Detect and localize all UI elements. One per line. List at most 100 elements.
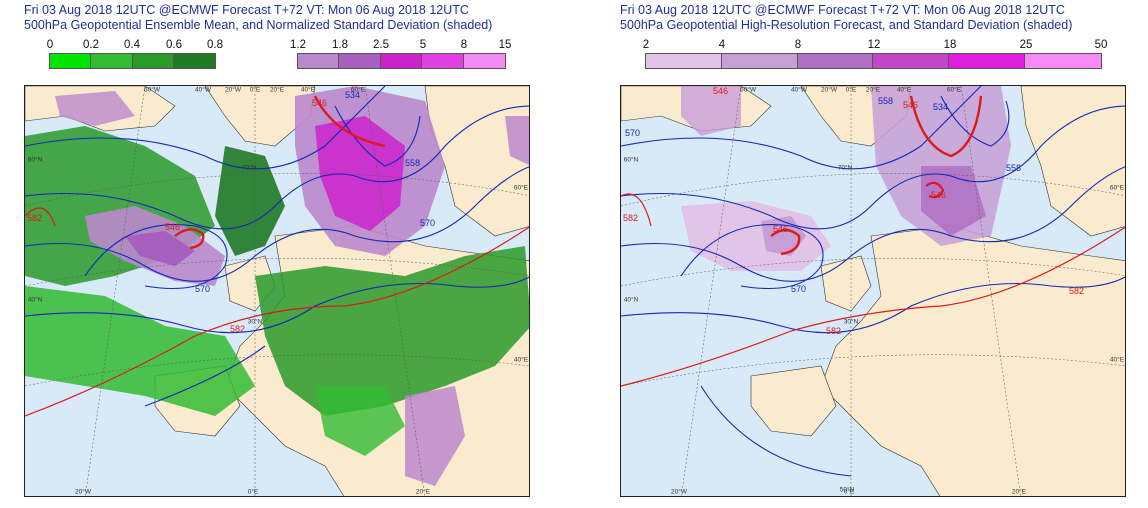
contour-label: 582	[230, 324, 245, 334]
lon-label: 20°W	[75, 488, 91, 496]
contours-red	[621, 95, 1125, 387]
colorbar-tick: 25	[1019, 39, 1033, 51]
contour-label: 558	[1006, 163, 1021, 173]
colorbar-segment	[873, 54, 950, 68]
colorbar-tick: 1.8	[332, 39, 348, 51]
contour-label: 546	[165, 222, 180, 232]
land-layer	[621, 86, 1125, 496]
lon-label: 60°W	[144, 86, 160, 94]
contour-label: 570	[195, 284, 210, 294]
contour-label: 546	[312, 98, 327, 108]
colorbar-tick: 12	[867, 39, 881, 51]
contour-label: 570	[420, 218, 435, 228]
colorbar-tick: 0.4	[124, 39, 140, 51]
colorbar-segment	[422, 54, 464, 68]
colorbar-segment	[91, 54, 133, 68]
colorbar-segment	[50, 54, 92, 68]
colorbar-tick: 0.6	[166, 39, 182, 51]
lat-label: 70°N	[241, 164, 257, 172]
lat-label: 30°N	[247, 318, 263, 326]
panel-title-line2: 500hPa Geopotential High-Resolution Fore…	[620, 18, 1073, 32]
lon-label: 0°E	[249, 86, 261, 94]
colorbar-segment	[298, 54, 340, 68]
colorbar-tick: 4	[718, 39, 726, 51]
lat-label: 50°N	[839, 486, 855, 494]
panel-title-line1: Fri 03 Aug 2018 12UTC @ECMWF Forecast T+…	[24, 3, 469, 17]
colorbar-segment	[797, 54, 874, 68]
colorbar-segment	[132, 54, 174, 68]
lon-label: 40°E	[300, 86, 316, 94]
contours	[25, 86, 529, 407]
colorbar-segment	[646, 54, 722, 68]
contour-label: 582	[623, 213, 638, 223]
contour-label: 582	[1069, 286, 1084, 296]
contour-labels: 546 570 558 534 546 570 582 582	[27, 90, 435, 334]
spread-shading	[25, 126, 529, 456]
lon-label: 0°E	[843, 488, 855, 496]
contour-label: 582	[27, 213, 42, 223]
lat-label: 60°N	[623, 156, 639, 164]
lon-label: 20°E	[269, 86, 285, 94]
contour-label: 570	[625, 128, 640, 138]
contour-label: 546	[931, 190, 946, 200]
contour-label: 534	[345, 90, 360, 100]
colorbar-tick: 1.2	[290, 39, 306, 51]
lon-label: 0°E	[845, 86, 857, 94]
lon-label: 40°W	[791, 86, 807, 94]
ensemble-map: 546 570 558 534 546 570 582 582 60°W 40°…	[24, 85, 530, 497]
lon-label: 60°E	[350, 86, 366, 94]
lon-label: 60°E	[1109, 184, 1125, 192]
lat-label: 60°N	[27, 156, 43, 164]
contour-label: 558	[878, 96, 893, 106]
lon-label: 40°E	[1109, 356, 1125, 364]
colorbar-segment	[1025, 54, 1101, 68]
colorbar-stddev-hires-bar	[645, 53, 1102, 69]
contour-label: 558	[405, 158, 420, 168]
ensemble-map-canvas: 546 570 558 534 546 570 582 582	[25, 86, 529, 496]
colorbar-tick: 2.5	[373, 39, 389, 51]
contour-label: 546	[713, 86, 728, 96]
hires-map: 546 558 546 534 570 546 570 582 582 582 …	[620, 85, 1126, 497]
lon-label: 20°W	[225, 86, 241, 94]
colorbar-tick: 0.8	[207, 39, 223, 51]
colorbar-tick: 8	[460, 39, 468, 51]
lat-label: 30°N	[843, 318, 859, 326]
colorbar-segment	[463, 54, 505, 68]
panel-title-line1: Fri 03 Aug 2018 12UTC @ECMWF Forecast T+…	[620, 3, 1065, 17]
hires-panel: Fri 03 Aug 2018 12UTC @ECMWF Forecast T+…	[596, 0, 1148, 508]
lon-label: 60°W	[740, 86, 756, 94]
colorbar-segment	[380, 54, 423, 68]
colorbar-segment	[339, 54, 381, 68]
hires-map-canvas: 546 558 546 534 570 546 570 582 582 582 …	[621, 86, 1125, 496]
lon-label: 40°W	[195, 86, 211, 94]
colorbar-spread-bar	[49, 53, 216, 69]
lon-label: 40°E	[896, 86, 912, 94]
colorbar-tick: 0	[46, 39, 54, 51]
lon-label: 0°E	[247, 488, 259, 496]
lat-label: 40°N	[623, 296, 639, 304]
lon-label: 20°W	[821, 86, 837, 94]
colorbar-tick: 50	[1094, 39, 1108, 51]
colorbar-segment	[949, 54, 1026, 68]
colorbar-tick: 8	[794, 39, 802, 51]
colorbar-tick: 0.2	[83, 39, 99, 51]
colorbar-tick: 5	[419, 39, 427, 51]
lon-label: 60°E	[946, 86, 962, 94]
colorbar-tick: 2	[642, 39, 650, 51]
lat-label: 70°N	[837, 164, 853, 172]
lat-label: 40°N	[27, 296, 43, 304]
colorbar-segment	[721, 54, 798, 68]
lon-label: 20°W	[671, 488, 687, 496]
lon-label: 40°E	[513, 356, 529, 364]
contour-label: 546	[773, 224, 788, 234]
contour-label: 582	[826, 326, 841, 336]
panel-title-line2: 500hPa Geopotential Ensemble Mean, and N…	[24, 18, 493, 32]
colorbar-tick: 18	[943, 39, 957, 51]
lon-label: 20°E	[865, 86, 881, 94]
contour-label: 534	[933, 102, 948, 112]
lon-label: 20°E	[415, 488, 431, 496]
contours	[621, 86, 1125, 477]
lon-label: 20°E	[1011, 488, 1027, 496]
colorbar-segment	[173, 54, 215, 68]
contours-red	[25, 95, 529, 417]
